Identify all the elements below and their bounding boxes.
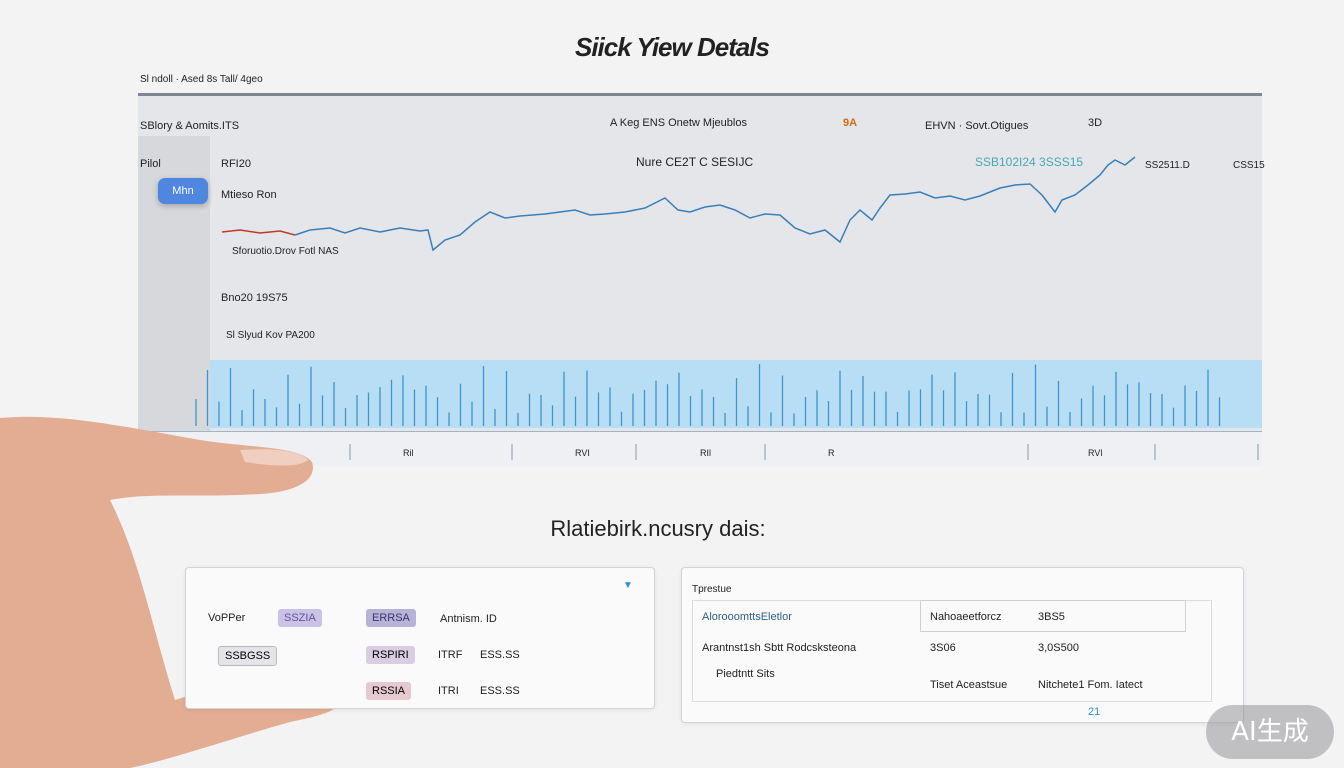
- card-label: VoPPer: [208, 612, 246, 624]
- price-line-red: [221, 229, 296, 236]
- top-label: RFI20: [221, 158, 251, 170]
- chip[interactable]: SSBGSS: [218, 646, 278, 666]
- breadcrumb: Sl ndoll · Ased 8s Tall/ 4geo: [140, 74, 263, 85]
- chip-text: ITRI: [438, 685, 459, 697]
- section-title: Rlatiebirk.ncusry dais:: [550, 516, 766, 541]
- chip-text: ITRF: [438, 649, 463, 661]
- button[interactable]: Mhn: [158, 178, 208, 204]
- level-label: Bno20 19S75: [221, 292, 288, 304]
- cell: Tiset Aceastsue: [930, 679, 1008, 691]
- x-label: RIl: [700, 448, 711, 458]
- card-title: Tprestue: [692, 584, 732, 595]
- cell: AlorooomttsEletlor: [702, 611, 792, 623]
- table-cell: [920, 600, 1186, 632]
- toolbar-middle: A Keg ENS Onetw Mjeublos: [610, 117, 747, 129]
- toolbar-period: 3D: [1088, 117, 1103, 129]
- cell: 3BS5: [1038, 611, 1065, 623]
- right-value: SS2511.D: [1145, 160, 1190, 171]
- volume-bars: [195, 364, 1221, 426]
- series-label: Mtieso Ron: [221, 189, 277, 201]
- price-line: [294, 156, 1136, 252]
- toolbar-right: EHVN · Sovt.Otigues: [925, 120, 1029, 132]
- x-label: RVl: [1088, 448, 1103, 458]
- toolbar-tag: 9A: [843, 117, 858, 129]
- title: Siick Yiew Detals: [574, 32, 770, 62]
- x-label: R: [828, 448, 835, 458]
- chip[interactable]: ERRSA: [366, 609, 416, 627]
- quote: Nure CE2T C SESIJC: [636, 155, 754, 169]
- x-label: RVI: [575, 448, 590, 458]
- cell: Nahoaeetforcz: [930, 611, 1002, 623]
- x-label: Ril: [403, 448, 414, 458]
- level-label: Sl Slyud Kov PA200: [226, 330, 315, 341]
- finger-nail: [240, 449, 308, 466]
- cell: 3,0S500: [1038, 642, 1079, 654]
- chip-text: Antnism. ID: [440, 613, 497, 625]
- side-label: Pilol: [140, 158, 161, 170]
- cell: 3S06: [930, 642, 956, 654]
- left-card: [185, 567, 655, 709]
- cell: Piedtntt Sits: [716, 668, 775, 680]
- chip[interactable]: RSPIRI: [366, 646, 415, 664]
- quote-value: SSB102I24 3SSS15: [975, 155, 1084, 169]
- watermark: AI生成: [1206, 705, 1334, 759]
- chip-text: ESS.SS: [480, 649, 520, 661]
- chip[interactable]: RSSIA: [366, 682, 412, 700]
- chip[interactable]: SSZIA: [278, 609, 322, 627]
- page-number[interactable]: 21: [1088, 706, 1101, 718]
- cell: Nitchete1 Fom. Iatect: [1038, 679, 1143, 691]
- dropdown-arrow: ▼: [623, 580, 633, 591]
- chip-text: ESS.SS: [480, 685, 520, 697]
- right-card: [681, 567, 1244, 723]
- toolbar-left: SBlory & Aomits.ITS: [140, 120, 240, 132]
- legend: Sforuotio.Drov Fotl NAS: [232, 246, 339, 257]
- axis-strip: [138, 431, 1262, 466]
- right-value: CSS15: [1233, 160, 1265, 171]
- cell: Arantnst1sh Sbtt Rodcsksteona: [702, 642, 857, 654]
